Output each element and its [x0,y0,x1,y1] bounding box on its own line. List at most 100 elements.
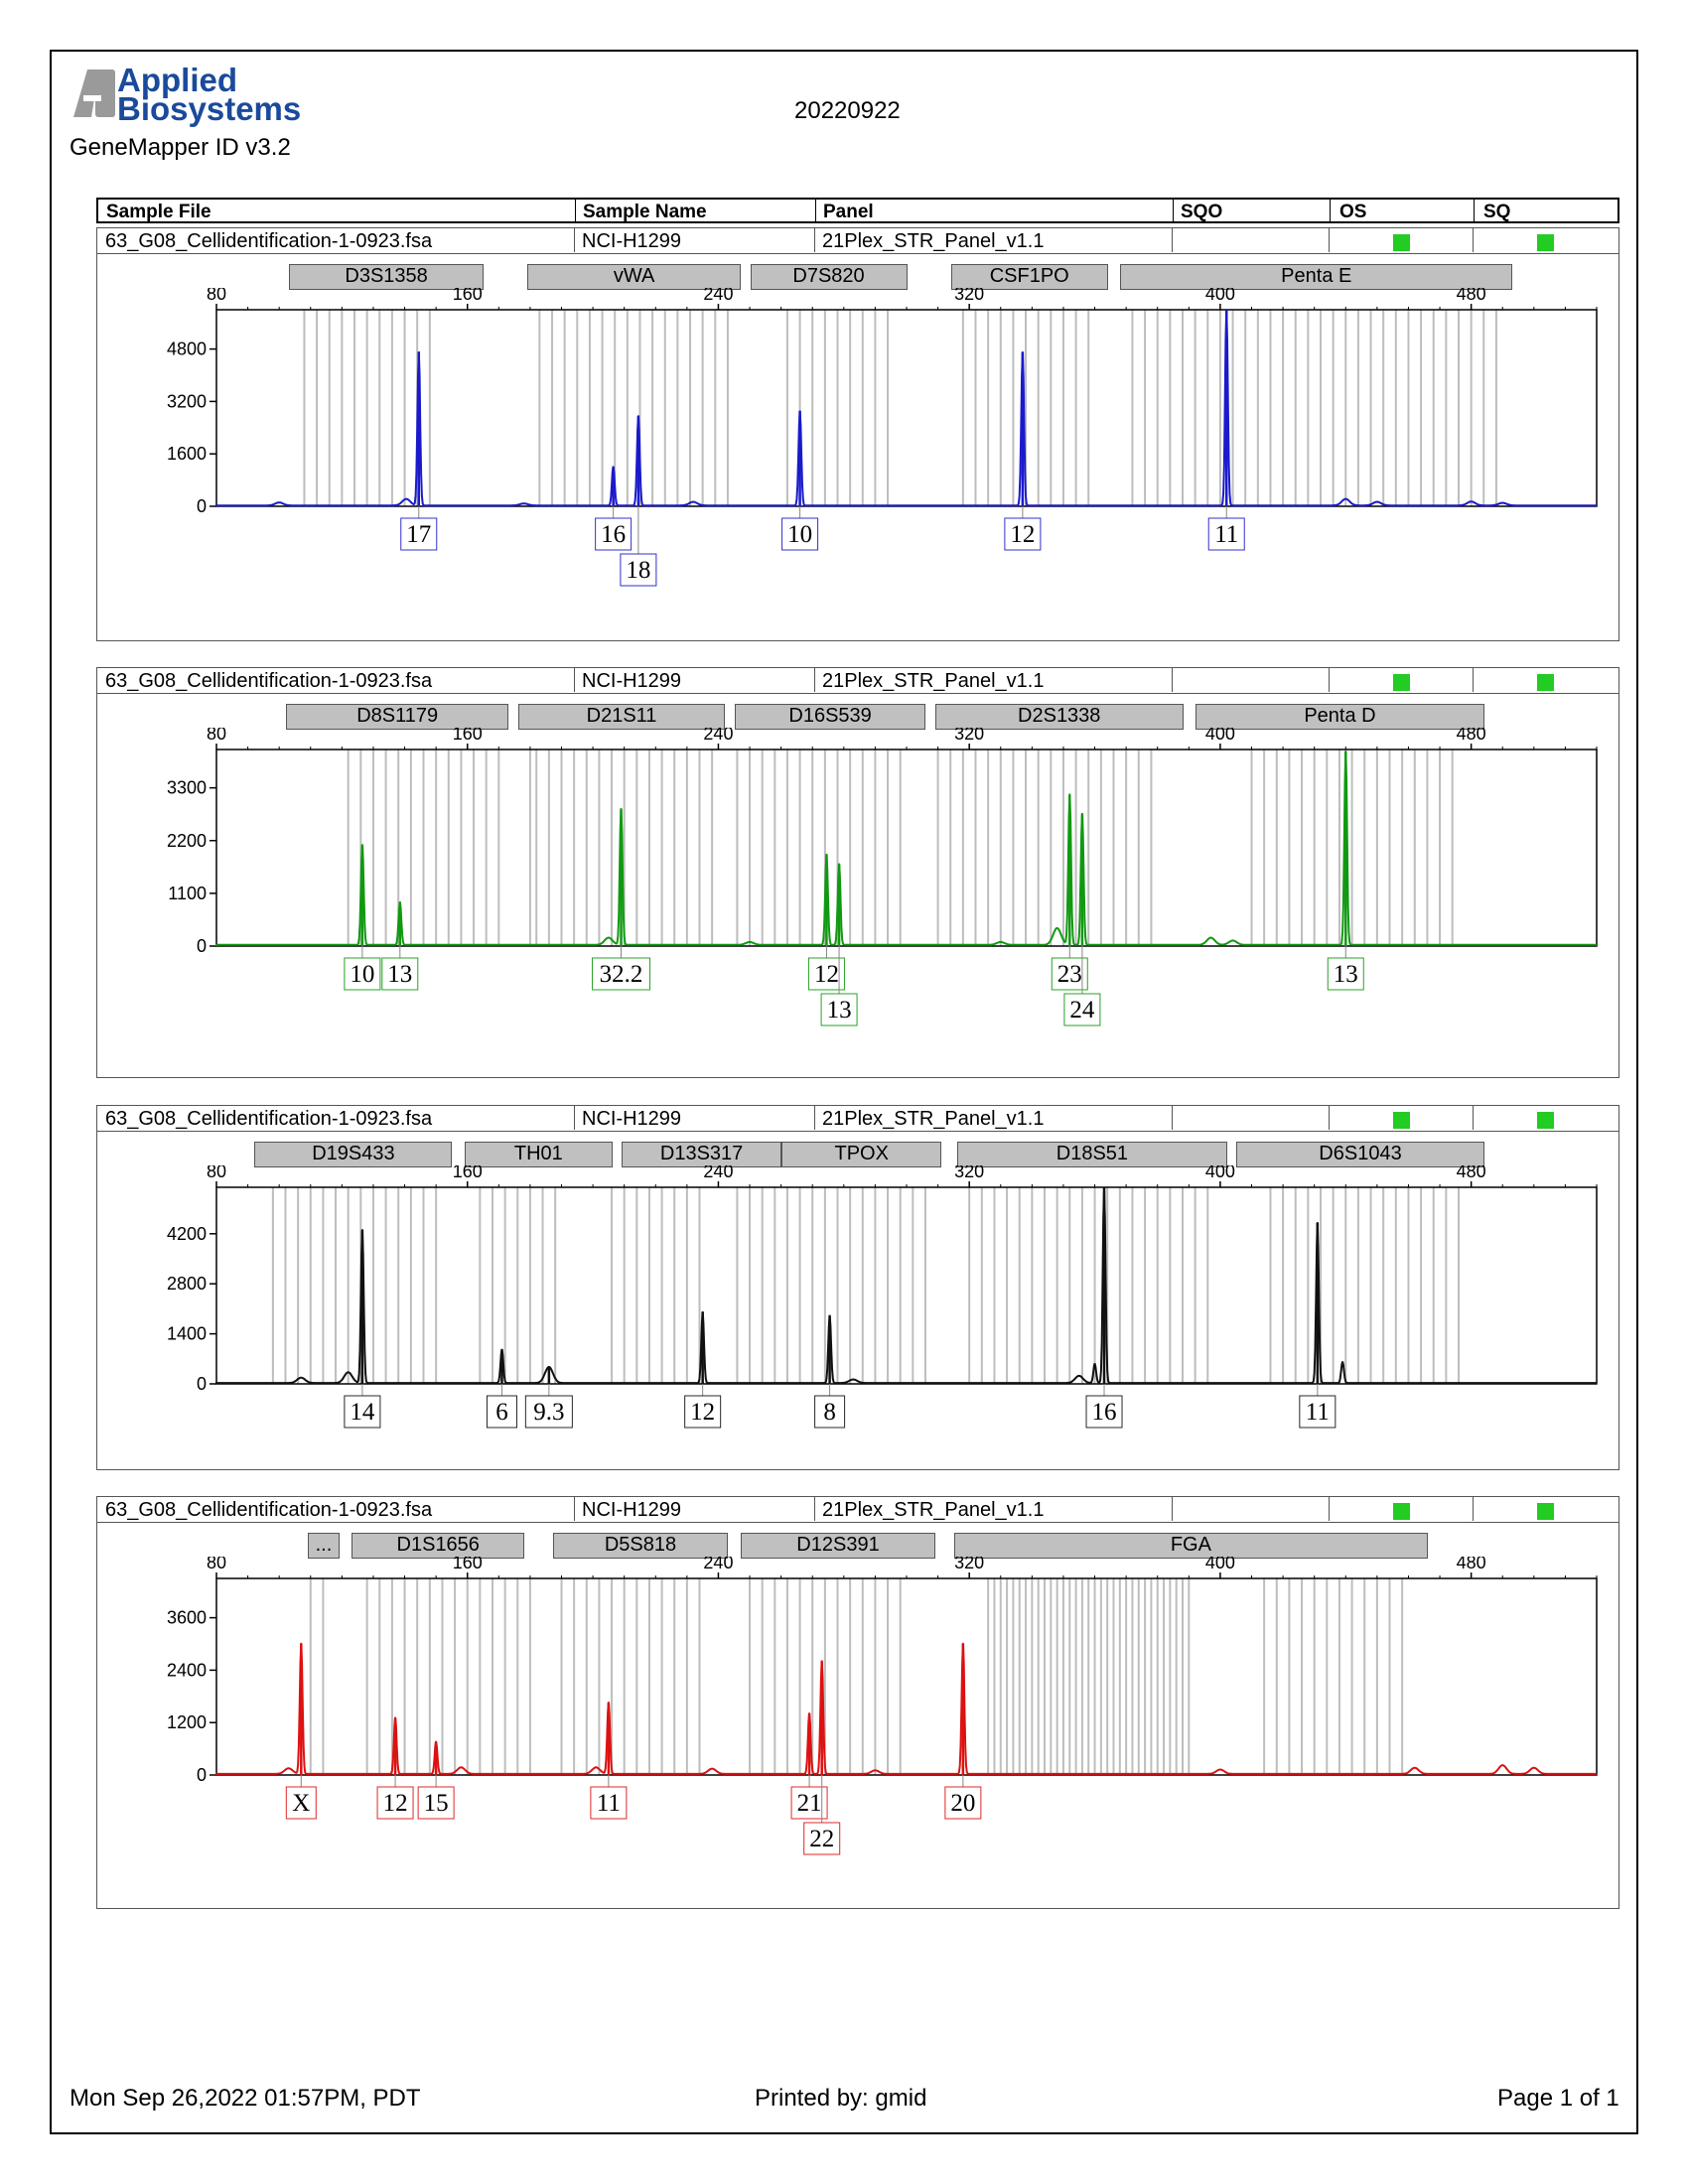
allele-call-label: 11 [1306,1399,1330,1426]
marker-d7s820[interactable]: D7S820 [750,264,908,290]
marker-d21s11[interactable]: D21S11 [517,704,726,730]
y-tick-label: 3600 [167,1608,207,1628]
allele-label-box [344,957,381,991]
x-tick-label: 240 [703,288,733,304]
allele-label-box [620,553,657,587]
x-tick-label: 80 [207,1165,226,1181]
os-quality-flag [1393,1112,1410,1129]
electropherogram-plot: 80 160 240 320 400 480 0 1100 2200 3300 10 13 32.2 12… [167,728,1598,1026]
marker-d16s539[interactable]: D16S539 [734,704,926,730]
allele-label-box [376,1786,414,1820]
sample-name: NCI-H1299 [582,670,682,692]
allele-label-box [590,1786,628,1820]
signal-trace [215,751,1597,946]
allele-label-box [1207,517,1245,551]
y-tick-label: 3300 [167,778,207,798]
col-sample-file: Sample File [106,202,211,222]
allele-call-label: 16 [601,521,626,548]
allele-call-label: 18 [626,557,650,584]
marker-d19s433[interactable]: D19S433 [254,1142,453,1167]
marker-d1s1656[interactable]: D1S1656 [352,1533,525,1559]
marker-d13s317[interactable]: D13S317 [622,1142,782,1167]
allele-label-box [684,1395,722,1429]
sample-panel-2: 63_G08_Cellidentification-1-0923.fsa NCI-… [96,667,1619,1078]
y-tick-label: 0 [197,1374,207,1394]
plot-frame [215,309,1598,507]
sample-file: 63_G08_Cellidentification-1-0923.fsa [105,1108,433,1130]
allele-label-box [285,1786,317,1820]
y-tick-label: 0 [197,496,207,516]
allele-call-label: 9.3 [533,1399,564,1426]
y-tick-label: 2200 [167,831,207,851]
allele-call-label: 20 [950,1790,975,1817]
sample-panel-4: 63_G08_Cellidentification-1-0923.fsa NCI-… [96,1496,1619,1909]
sample-panel-1: 63_G08_Cellidentification-1-0923.fsa NCI-… [96,227,1619,641]
marker-tpox[interactable]: TPOX [781,1142,942,1167]
marker-vwa[interactable]: vWA [527,264,742,290]
sample-name: NCI-H1299 [582,1499,682,1521]
sq-quality-flag [1537,1112,1554,1129]
allele-label-box [807,957,845,991]
os-quality-flag [1393,1503,1410,1520]
x-tick-label: 480 [1457,288,1486,304]
report-page [50,50,1638,2134]
marker-d3s1358[interactable]: D3S1358 [289,264,485,290]
x-tick-label: 240 [703,1557,733,1572]
x-tick-label: 400 [1205,288,1235,304]
marker-penta-d[interactable]: Penta D [1196,704,1484,730]
allele-label-box [381,957,419,991]
allele-call-label: 12 [383,1790,408,1817]
allele-label-box [344,1395,381,1429]
os-quality-flag [1393,234,1410,251]
y-tick-label: 0 [197,936,207,956]
marker-csf1po[interactable]: CSF1PO [950,264,1108,290]
allele-label-box [592,957,651,991]
marker-penta-e[interactable]: Penta E [1120,264,1513,290]
sample-name: NCI-H1299 [582,230,682,252]
allele-call-label: 22 [809,1826,834,1852]
allele-call-label: 13 [387,961,412,988]
marker-d8s1179[interactable]: D8S1179 [286,704,509,730]
x-tick-label: 480 [1457,1557,1486,1572]
allele-call-label: 8 [823,1399,836,1426]
marker-th01[interactable]: TH01 [465,1142,613,1167]
marker-d12s391[interactable]: D12S391 [741,1533,935,1559]
x-tick-label: 320 [954,1557,984,1572]
panel-name: 21Plex_STR_Panel_v1.1 [822,1108,1045,1130]
app-version: GeneMapper ID v3.2 [70,134,291,161]
sample-name: NCI-H1299 [582,1108,682,1130]
sq-quality-flag [1537,674,1554,691]
y-tick-label: 1200 [167,1712,207,1732]
marker-d6s1043[interactable]: D6S1043 [1236,1142,1484,1167]
allele-label-box [814,1395,846,1429]
allele-call-label: 6 [495,1399,508,1426]
allele-label-box [803,1822,841,1855]
marker-d2s1338[interactable]: D2S1338 [934,704,1184,730]
allele-call-label: 11 [1214,521,1238,548]
allele-call-label: 14 [350,1399,375,1426]
marker-d5s818[interactable]: D5S818 [552,1533,729,1559]
allele-label-box [1004,517,1042,551]
allele-call-label: 10 [787,521,812,548]
marker-fga[interactable]: FGA [953,1533,1428,1559]
printed-by: Printed by: gmid [755,2085,927,2112]
electropherogram-plot: 80 160 240 320 400 480 0 1400 2800 4200 14 6 9.3 12 8 1… [167,1165,1598,1429]
col-os: OS [1339,202,1367,222]
allele-label-box [486,1395,517,1429]
allele-label-box [400,517,438,551]
allele-label-box [781,517,819,551]
electropherogram-plot: 80 160 240 320 400 480 0 1200 2400 3600 X 12 15 11 21 2… [167,1557,1598,1855]
os-quality-flag [1393,674,1410,691]
sq-quality-flag [1537,234,1554,251]
marker--[interactable]: ... [308,1533,340,1559]
x-tick-label: 320 [954,728,984,744]
allele-call-label: 21 [797,1790,822,1817]
brand-logo-text: Applied Biosystems [117,64,301,125]
y-tick-label: 1100 [168,884,207,903]
signal-trace [215,309,1597,507]
x-tick-label: 480 [1457,1165,1486,1181]
marker-d18s51[interactable]: D18S51 [957,1142,1227,1167]
x-tick-label: 80 [207,288,226,304]
run-date: 20220922 [794,97,901,124]
